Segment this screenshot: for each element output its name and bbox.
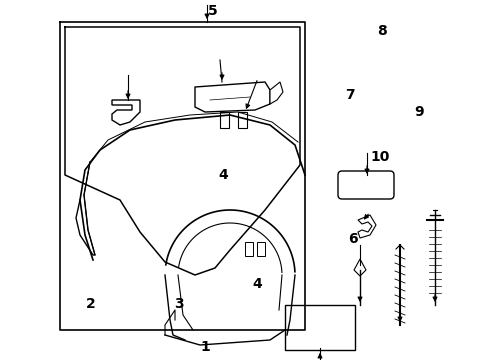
Bar — [257, 242, 265, 256]
Bar — [285, 305, 355, 350]
Text: 5: 5 — [208, 4, 218, 18]
Text: 1: 1 — [201, 341, 211, 354]
Polygon shape — [354, 259, 366, 276]
Text: 2: 2 — [86, 297, 96, 311]
Polygon shape — [270, 82, 283, 104]
Text: 7: 7 — [345, 89, 355, 102]
Text: 10: 10 — [370, 150, 390, 163]
Text: 4: 4 — [218, 168, 228, 181]
Polygon shape — [112, 100, 140, 125]
Polygon shape — [358, 215, 376, 238]
Text: 8: 8 — [377, 24, 387, 37]
Bar — [238, 112, 247, 128]
Text: 9: 9 — [414, 105, 424, 118]
Text: 6: 6 — [348, 233, 358, 246]
FancyBboxPatch shape — [338, 171, 394, 199]
Bar — [245, 242, 253, 256]
Bar — [220, 112, 229, 128]
Polygon shape — [195, 82, 270, 112]
Text: 3: 3 — [174, 297, 184, 311]
Text: 4: 4 — [252, 278, 262, 291]
